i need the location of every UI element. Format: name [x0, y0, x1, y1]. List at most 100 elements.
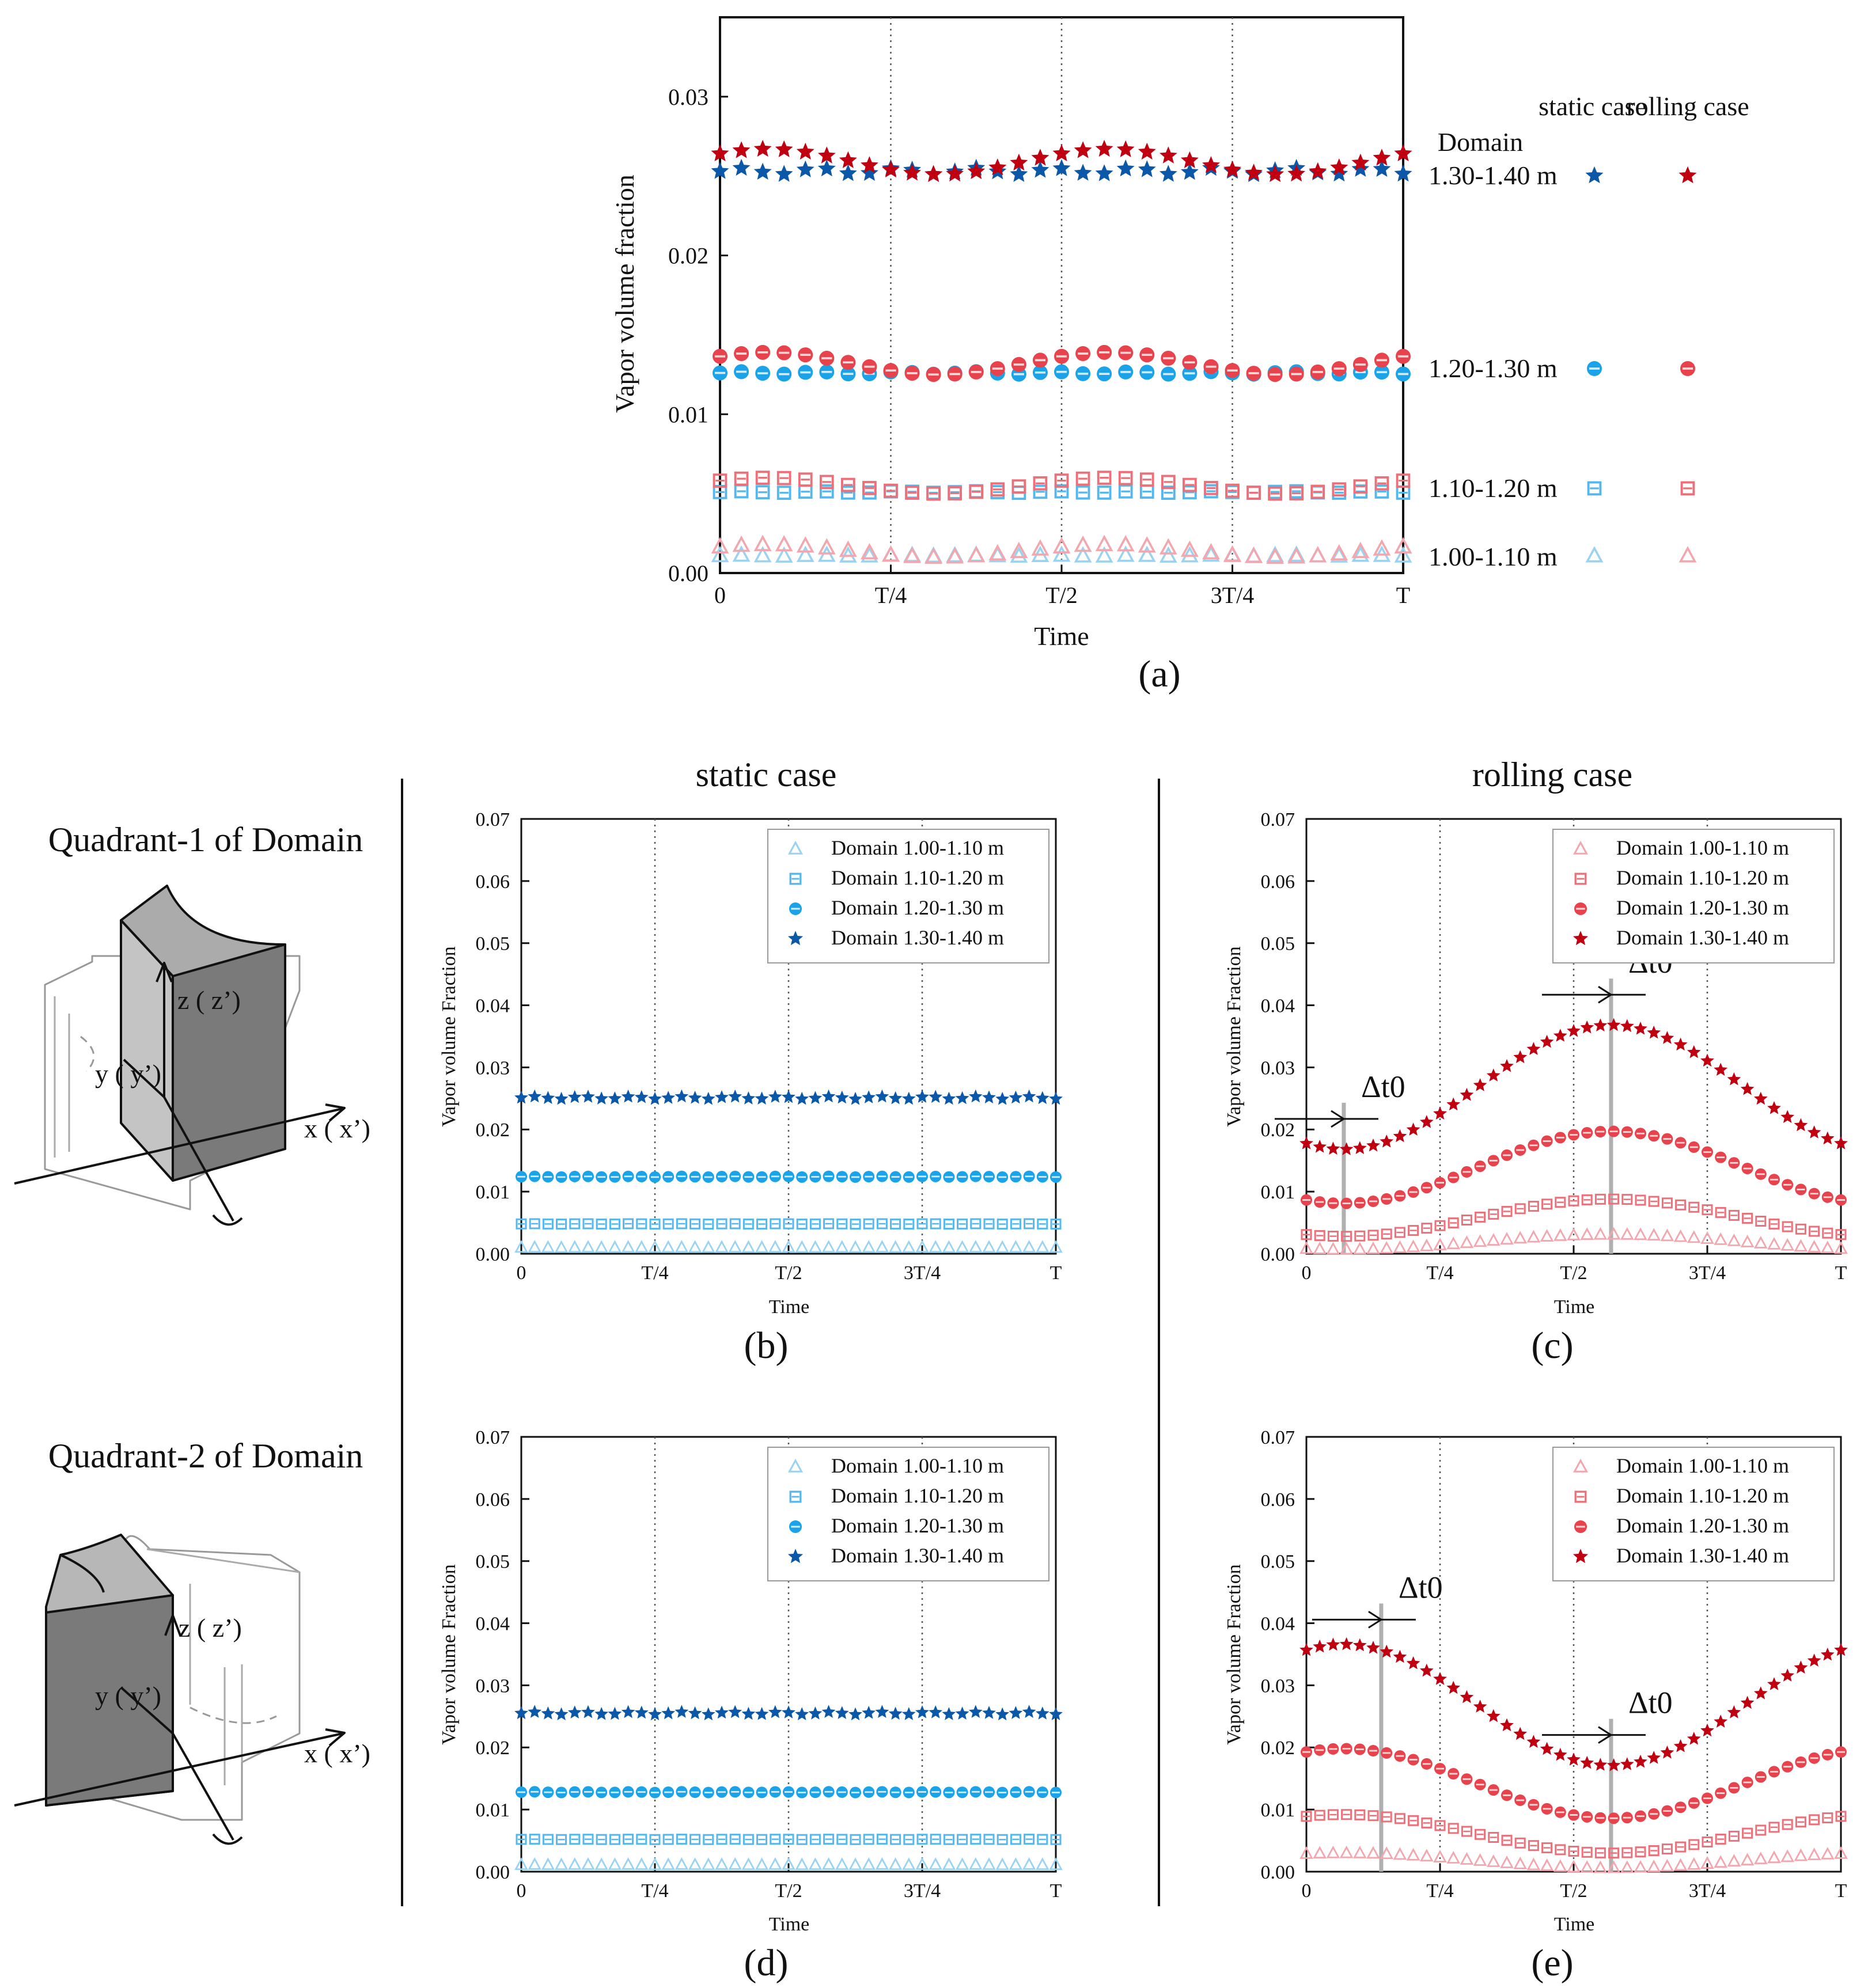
point-b-3-8 [621, 1089, 635, 1103]
legend-marker-b-2 [789, 902, 802, 915]
point-b-0-1 [528, 1240, 542, 1253]
xtick-label-a-1: T/4 [875, 582, 907, 608]
point-a-4-20 [1138, 536, 1156, 553]
point-d-1-31 [930, 1834, 941, 1845]
point-d-2-14 [702, 1786, 714, 1799]
point-b-0-2 [541, 1240, 555, 1253]
point-c-2-29 [1688, 1141, 1700, 1153]
series-e-3 [1299, 1637, 1848, 1771]
point-e-0-19 [1553, 1859, 1567, 1872]
point-d-0-26 [862, 1857, 876, 1870]
point-c-3-19 [1553, 1029, 1567, 1042]
point-d-3-24 [835, 1706, 849, 1719]
point-a-6-4 [798, 347, 813, 363]
point-a-7-5 [817, 146, 836, 164]
point-c-1-8 [1408, 1225, 1419, 1236]
point-c-2-18 [1541, 1135, 1553, 1147]
point-b-2-28 [889, 1171, 901, 1183]
point-d-3-30 [915, 1705, 929, 1718]
point-d-1-15 [716, 1834, 728, 1845]
delta-label-e-1: Δt0 [1628, 1686, 1673, 1720]
point-e-0-21 [1580, 1860, 1594, 1873]
point-d-1-19 [770, 1834, 781, 1845]
point-d-1-3 [556, 1834, 567, 1845]
ytick-label-a-2: 0.02 [668, 243, 708, 269]
point-a-7-4 [796, 142, 814, 160]
point-e-2-34 [1755, 1771, 1767, 1783]
point-a-1-20 [1139, 484, 1154, 499]
point-b-1-23 [823, 1218, 835, 1230]
point-d-1-13 [689, 1834, 701, 1845]
point-e-3-23 [1606, 1758, 1621, 1771]
xtick-label-c-0: 0 [1302, 1262, 1312, 1284]
point-c-3-21 [1580, 1020, 1594, 1034]
xlabel-d: Time [769, 1914, 810, 1935]
point-b-3-28 [888, 1091, 903, 1105]
point-d-0-16 [728, 1857, 742, 1870]
point-b-1-37 [1010, 1218, 1021, 1230]
point-b-1-36 [996, 1219, 1008, 1230]
point-a-3-17 [1074, 164, 1092, 181]
point-d-1-33 [957, 1834, 968, 1845]
point-c-2-36 [1782, 1179, 1794, 1191]
point-c-2-28 [1674, 1137, 1687, 1149]
ytick-label-d-3: 0.03 [476, 1675, 510, 1697]
point-e-1-26 [1648, 1845, 1659, 1857]
point-e-3-25 [1634, 1754, 1647, 1768]
ytick-label-c-0: 0.00 [1261, 1244, 1295, 1265]
point-d-0-40 [1049, 1857, 1063, 1871]
point-a-5-10 [926, 486, 941, 501]
point-d-2-27 [876, 1786, 888, 1798]
point-a-4-24 [1223, 545, 1241, 562]
point-c-0-28 [1673, 1229, 1688, 1242]
xtick-label-b-1: T/4 [641, 1262, 668, 1284]
point-d-0-20 [782, 1857, 795, 1870]
point-c-1-36 [1782, 1221, 1793, 1232]
point-a-4-13 [988, 544, 1007, 561]
point-e-1-30 [1702, 1836, 1713, 1847]
point-e-3-2 [1326, 1637, 1340, 1651]
point-b-2-2 [542, 1171, 554, 1183]
point-c-1-34 [1755, 1216, 1767, 1227]
point-a-2-21 [1161, 366, 1176, 382]
point-a-3-16 [1052, 159, 1071, 176]
point-b-3-33 [955, 1091, 969, 1105]
panel-label-b: (b) [744, 1325, 789, 1367]
point-a-1-23 [1204, 484, 1218, 499]
point-e-3-32 [1727, 1705, 1741, 1718]
point-b-3-23 [821, 1089, 836, 1103]
point-e-0-28 [1673, 1858, 1688, 1871]
point-d-1-5 [582, 1834, 594, 1845]
diagram2-curve [60, 1554, 105, 1593]
point-b-0-18 [755, 1240, 769, 1253]
panel-a: 0 T/4 T/2 3T/4 T 0.00 0.01 0.02 0.03 Vapor volum… [610, 16, 1749, 695]
point-b-1-35 [983, 1218, 995, 1230]
point-c-2-7 [1394, 1190, 1406, 1202]
point-a-5-17 [1075, 471, 1090, 486]
point-e-1-36 [1782, 1819, 1793, 1830]
point-c-3-6 [1380, 1135, 1394, 1148]
point-a-1-5 [819, 484, 834, 499]
point-b-0-27 [875, 1240, 889, 1253]
point-e-0-40 [1834, 1846, 1848, 1859]
point-a-5-23 [1204, 481, 1218, 495]
point-d-1-4 [569, 1834, 581, 1845]
point-c-0-6 [1380, 1240, 1394, 1254]
point-e-0-18 [1540, 1858, 1554, 1871]
point-e-2-36 [1782, 1761, 1794, 1773]
point-b-2-34 [969, 1170, 982, 1182]
point-e-1-18 [1541, 1842, 1553, 1854]
legend-marker-e-3 [1573, 1549, 1589, 1564]
point-d-1-40 [1050, 1834, 1062, 1845]
point-e-2-7 [1394, 1750, 1406, 1762]
xtick-label-a-4: T [1396, 582, 1410, 608]
point-c-0-24 [1620, 1227, 1634, 1240]
point-e-0-13 [1473, 1853, 1487, 1866]
point-b-2-3 [555, 1171, 567, 1183]
point-c-1-2 [1327, 1231, 1339, 1242]
point-d-1-11 [662, 1834, 674, 1845]
point-a-7-31 [1373, 149, 1391, 166]
point-d-3-20 [782, 1705, 795, 1718]
point-b-0-32 [942, 1240, 956, 1253]
